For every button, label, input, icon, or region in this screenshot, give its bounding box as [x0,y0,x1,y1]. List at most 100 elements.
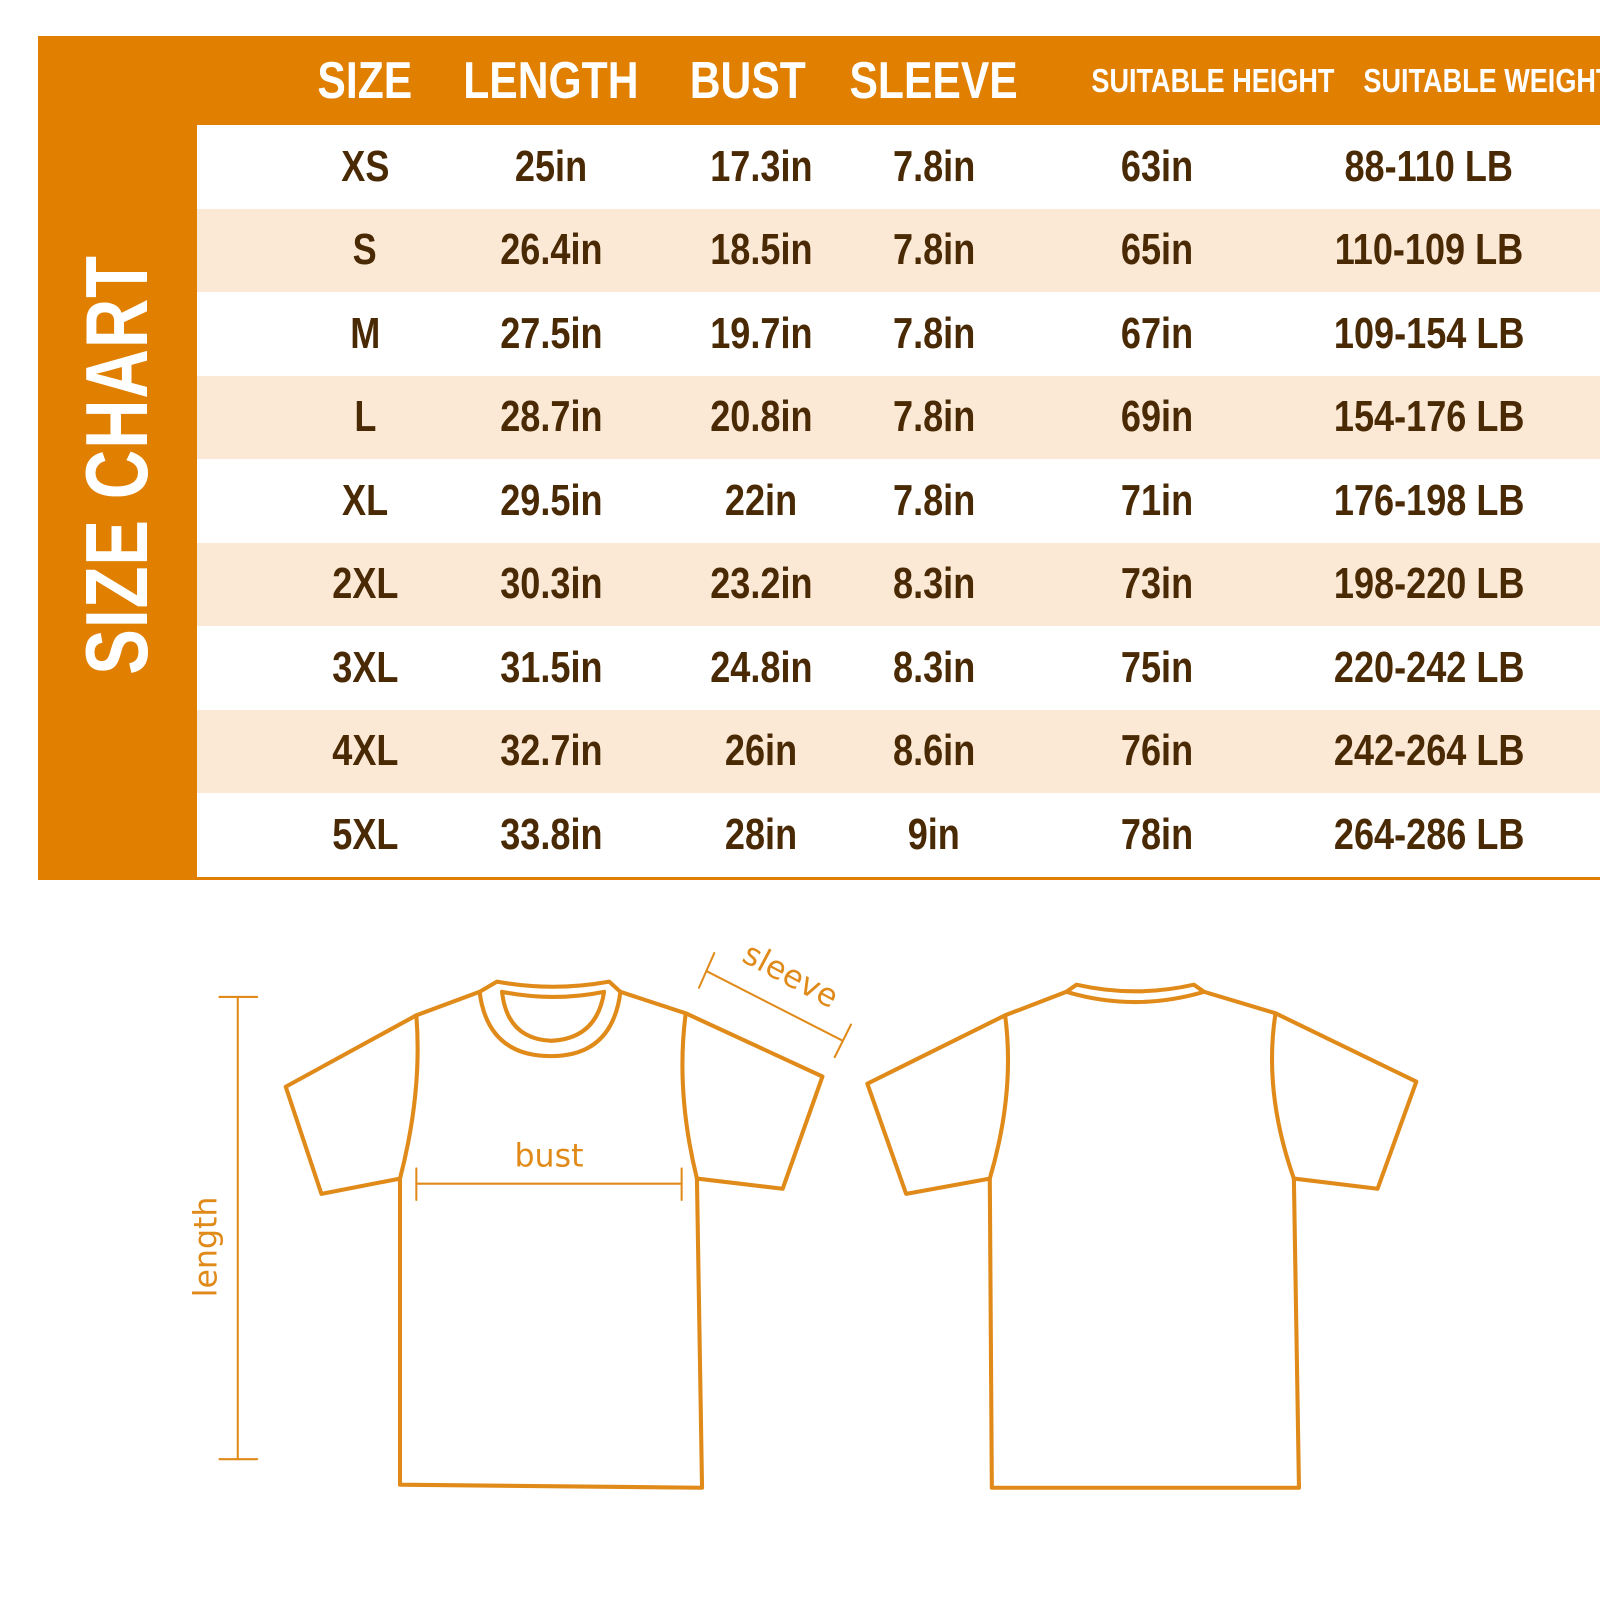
cell-bust: 20.8in [641,376,881,460]
size-table: SIZE LENGTH BUST SLEEVE SUITABLE HEIGHT SUITA… [197,36,1600,877]
header-sleeve: SLEEVE [814,36,1054,125]
cell-suitable-height: 71in [1037,459,1277,543]
cell-value: 30.3in [499,559,603,609]
cell-bust: 26in [641,710,881,794]
cell-value: 23.2in [709,559,813,609]
cell-value: 176-198 LB [1333,475,1525,525]
cell-value: 4XL [331,726,399,776]
cell-bust: 28in [641,793,881,877]
cell-value: 73in [1120,559,1194,609]
cell-bust: 24.8in [641,626,881,710]
cell-value: 32.7in [499,726,603,776]
table-row: XL 29.5in 22in 7.8in 71in 176-198 LB [197,459,1600,543]
cell-value: 3XL [331,642,399,692]
cell-suitable-height: 75in [1037,626,1277,710]
cell-value: 28in [724,809,798,859]
cell-size: L [245,376,485,460]
cell-value: 5XL [331,809,399,859]
header-size: SIZE [245,36,485,125]
table-row: 5XL 33.8in 28in 9in 78in 264-286 LB [197,793,1600,877]
cell-suitable-height: 65in [1037,209,1277,293]
back-tshirt-outline [865,982,1419,1490]
cell-sleeve: 8.3in [814,626,1054,710]
cell-length: 26.4in [431,209,671,293]
cell-suitable-height: 69in [1037,376,1277,460]
cell-value: 69in [1120,392,1194,442]
header-bust: BUST [628,36,868,125]
header-label: LENGTH [463,51,639,110]
cell-value: 7.8in [892,141,976,191]
front-tshirt-outline [283,979,825,1490]
cell-suitable-weight: 176-198 LB [1309,459,1549,543]
cell-value: 2XL [331,559,399,609]
cell-sleeve: 7.8in [814,209,1054,293]
cell-suitable-height: 76in [1037,710,1277,794]
cell-length: 30.3in [431,543,671,627]
cell-value: 7.8in [892,392,976,442]
cell-size: 3XL [245,626,485,710]
cell-value: XL [341,475,389,525]
cell-suitable-height: 73in [1037,543,1277,627]
cell-sleeve: 7.8in [814,125,1054,209]
cell-size: 2XL [245,543,485,627]
side-title: SIZE CHART [67,255,166,675]
header-label: SLEEVE [849,51,1019,110]
cell-value: 78in [1120,809,1194,859]
cell-sleeve: 7.8in [814,376,1054,460]
cell-value: 198-220 LB [1333,559,1525,609]
cell-value: 65in [1120,225,1194,275]
length-measure-line [218,995,259,1461]
cell-value: 242-264 LB [1333,726,1525,776]
header-label: BUST [689,51,807,110]
cell-value: M [349,308,381,358]
cell-sleeve: 7.8in [814,292,1054,376]
cell-value: 24.8in [709,642,813,692]
cell-size: XS [245,125,485,209]
cell-value: 71in [1120,475,1194,525]
cell-value: 109-154 LB [1333,308,1525,358]
cell-value: 8.6in [892,726,976,776]
cell-bust: 19.7in [641,292,881,376]
cell-value: 154-176 LB [1333,392,1525,442]
cell-length: 29.5in [431,459,671,543]
cell-value: L [353,392,377,442]
cell-value: 75in [1120,642,1194,692]
cell-size: M [245,292,485,376]
cell-length: 33.8in [431,793,671,877]
cell-value: 88-110 LB [1344,141,1514,191]
cell-suitable-weight: 220-242 LB [1309,626,1549,710]
cell-size: 4XL [245,710,485,794]
bust-measure-line [415,1167,683,1202]
cell-suitable-weight: 109-154 LB [1309,292,1549,376]
cell-sleeve: 7.8in [814,459,1054,543]
header-label: SIZE [317,51,413,110]
sleeve-measure-line [697,952,853,1059]
cell-value: 27.5in [499,308,603,358]
cell-value: 110-109 LB [1334,225,1524,275]
header-label: SUITABLE WEIGHT [1363,62,1600,99]
cell-value: 7.8in [892,308,976,358]
table-row: S 26.4in 18.5in 7.8in 65in 110-109 LB [197,208,1600,293]
cell-suitable-weight: 198-220 LB [1309,543,1549,627]
table-row: 3XL 31.5in 24.8in 8.3in 75in 220-242 LB [197,626,1600,710]
cell-value: 19.7in [709,308,813,358]
cell-length: 31.5in [431,626,671,710]
cell-length: 25in [431,125,671,209]
cell-length: 28.7in [431,376,671,460]
table-row: XS 25in 17.3in 7.8in 63in 88-110 LB [197,125,1600,209]
cell-bust: 23.2in [641,543,881,627]
cell-suitable-weight: 264-286 LB [1309,793,1549,877]
cell-value: 22in [724,475,798,525]
cell-value: 76in [1120,726,1194,776]
table-row: M 27.5in 19.7in 7.8in 67in 109-154 LB [197,292,1600,376]
table-row: L 28.7in 20.8in 7.8in 69in 154-176 LB [197,375,1600,460]
cell-size: 5XL [245,793,485,877]
header-length: LENGTH [431,36,671,125]
cell-suitable-weight: 154-176 LB [1309,376,1549,460]
header-row: SIZE LENGTH BUST SLEEVE SUITABLE HEIGHT SUITA… [197,36,1600,125]
cell-value: 17.3in [709,141,813,191]
cell-bust: 22in [641,459,881,543]
cell-suitable-height: 63in [1037,125,1277,209]
cell-value: S [352,225,378,275]
cell-value: 7.8in [892,475,976,525]
